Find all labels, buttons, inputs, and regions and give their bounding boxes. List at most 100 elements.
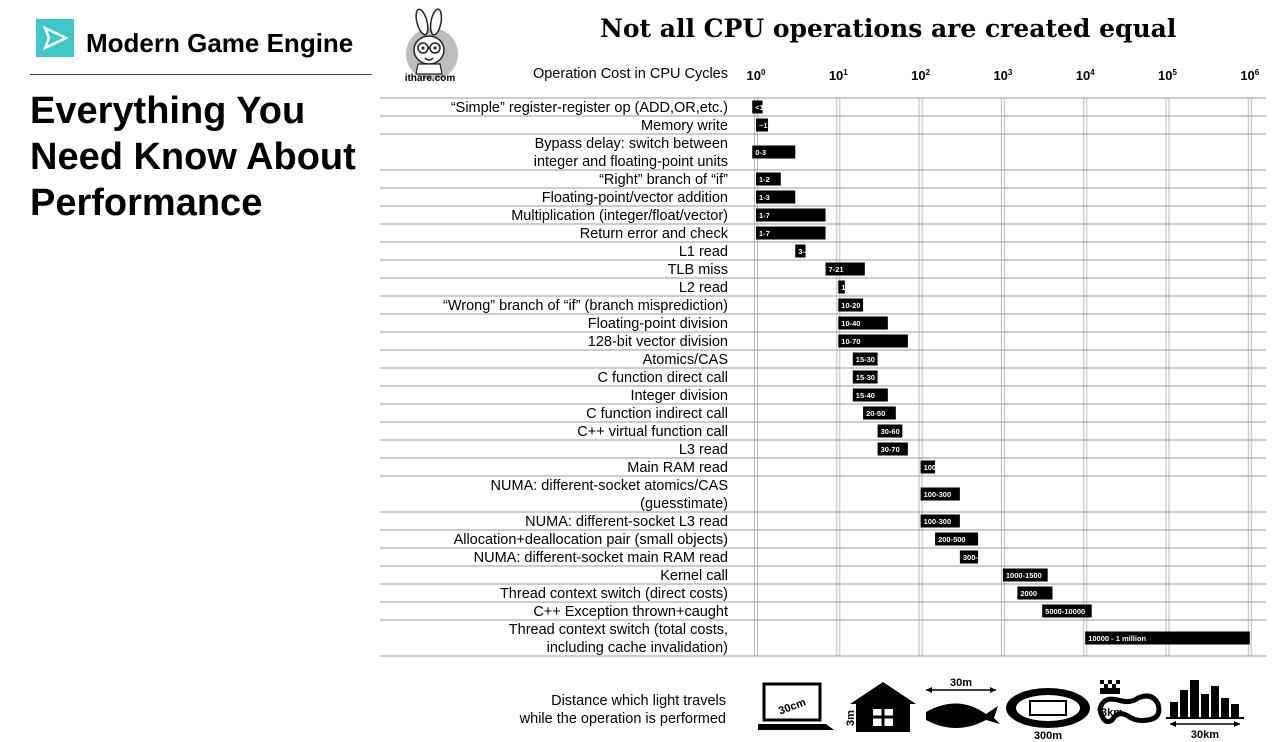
row-label: Main RAM read [627, 460, 728, 476]
city-distance-label: 30km [1191, 729, 1219, 741]
rabbit-mascot-icon [406, 8, 458, 80]
cost-bar-label: 15-30 [856, 355, 875, 364]
page-title-line: Everything You [30, 90, 306, 132]
cost-bar-label: 0-3 [755, 148, 766, 157]
chart-row: “Wrong” branch of “if” (branch mispredic… [443, 298, 864, 314]
page-title-line: Need Know About [30, 136, 356, 178]
cost-bar [1017, 586, 1053, 600]
row-label: integer and floating-point units [534, 154, 728, 170]
row-label: L2 read [679, 280, 728, 296]
cost-bar [756, 226, 826, 240]
row-label: Return error and check [580, 226, 729, 242]
chart-row: TLB miss 7-21 [668, 262, 865, 278]
chart-row: Allocation+deallocation pair (small obje… [454, 532, 979, 548]
laptop-icon: 30cm [758, 682, 834, 730]
brand-logo-icon [36, 19, 74, 57]
row-label: (guesstimate) [640, 496, 728, 512]
chart-row: C++ virtual function call 30-60 [577, 424, 903, 440]
row-label: L1 read [679, 244, 728, 260]
row-label: NUMA: different-socket main RAM read [474, 550, 728, 566]
cost-bar [756, 118, 769, 132]
row-label: L3 read [679, 442, 728, 458]
race-track-distance-label: 3km [1101, 707, 1123, 719]
chart-row: Multiplication (integer/float/vector) 1-7 [511, 208, 826, 224]
cost-bar [1002, 568, 1048, 582]
chart-row: L2 read 10-12 [679, 280, 861, 296]
cost-bar-label: 10000 - 1 million [1088, 634, 1146, 643]
row-label: Integer division [630, 388, 728, 404]
row-label: NUMA: different-socket L3 read [525, 514, 728, 530]
label-column-header: Operation [532, 66, 597, 82]
house-distance-label: 3m [845, 710, 857, 726]
cost-bar [852, 352, 878, 366]
cost-bar-label: 7-21 [829, 265, 844, 274]
light-distance-label-line: while the operation is performed [519, 711, 726, 727]
row-label: Allocation+deallocation pair (small obje… [454, 532, 728, 548]
chart-row: Floating-point division 10-40 [588, 316, 888, 332]
cost-bar-label: 30-70 [881, 445, 900, 454]
cost-bar-label: 10-40 [841, 319, 860, 328]
cost-bar [877, 424, 903, 438]
row-label: C function direct call [597, 370, 728, 386]
laptop-distance-label: 30cm [777, 696, 808, 717]
city-skyline-icon: 30km [1166, 680, 1244, 741]
cost-bar-label: 10-70 [841, 337, 860, 346]
chart-row: Main RAM read 100-150 [627, 460, 951, 476]
chart-row: Kernel call 1000-1500 [660, 568, 1048, 584]
cost-bar-label: 100-300 [924, 490, 952, 499]
axis-tick-label: 106 [1240, 68, 1259, 83]
chart-row: L3 read 30-70 [679, 442, 908, 458]
cost-bar [838, 316, 888, 330]
cost-bar-label: 100-150 [924, 463, 952, 472]
light-distance-label: Distance which light travels while the o… [440, 692, 726, 728]
row-label: Floating-point/vector addition [542, 190, 728, 206]
page-title: Everything You Need Know About Performan… [30, 88, 375, 226]
cost-bar [1042, 604, 1092, 618]
chart-row: Atomics/CAS 15-30 [643, 352, 878, 368]
chart-row: “Right” branch of “if” 1-2 [599, 172, 781, 188]
cost-bar-label: ~1 [759, 121, 768, 130]
chart-row: NUMA: different-socket L3 read 100-300 [525, 514, 960, 530]
chart-row: Thread context switch (total costs, inclu… [509, 622, 1250, 656]
chart-row: NUMA: different-socket atomics/CAS (guess… [491, 478, 960, 512]
axis-tick-label: 104 [1076, 68, 1095, 83]
row-label: “Right” branch of “if” [599, 172, 728, 188]
cost-bar-label: 1-7 [759, 229, 770, 238]
cost-bar [920, 514, 960, 528]
whale-icon: 30m [926, 677, 1000, 728]
whale-distance-label: 30m [950, 677, 972, 689]
cost-bar [863, 406, 896, 420]
row-label: “Simple” register-register op (ADD,OR,et… [451, 100, 728, 116]
row-label: Bypass delay: switch between [535, 136, 728, 152]
cost-bar-label: 30-60 [881, 427, 900, 436]
cost-bar [838, 334, 908, 348]
chart-row: Integer division 15-40 [630, 388, 888, 404]
cost-bar-label: 10-20 [841, 301, 860, 310]
cost-bar-label: 3-4 [798, 247, 810, 256]
column-headers: Operation Cost in CPU Cycles [480, 66, 728, 82]
light-distance-label-line: Distance which light travels [551, 693, 726, 709]
house-icon: 3m [845, 682, 916, 732]
row-label: including cache invalidation) [547, 640, 728, 656]
axis-tick-label: 105 [1158, 68, 1177, 83]
chart-row: C function direct call 15-30 [597, 370, 878, 386]
row-label: Kernel call [660, 568, 728, 584]
chart-row: L1 read 3-4 [679, 244, 810, 260]
cost-bar-label: 5000-10000 [1045, 607, 1085, 616]
cost-bar [1085, 631, 1250, 645]
site-attribution: ithare.com [404, 73, 456, 84]
cost-bar [959, 550, 979, 564]
cost-bar-label: 1-3 [759, 193, 770, 202]
row-label: Memory write [641, 118, 728, 134]
distance-icons: 30cm 3m 30m 300m 3km 30km [758, 677, 1244, 742]
row-label: Floating-point division [588, 316, 728, 332]
cost-bar-label: 1000-1500 [1006, 571, 1042, 580]
cost-bar-label: 20-50 [866, 409, 885, 418]
chart-row: Floating-point/vector addition 1-3 [542, 190, 796, 206]
cost-bar [852, 388, 888, 402]
stadium-icon: 300m [1006, 688, 1090, 742]
row-label: C++ Exception thrown+caught [533, 604, 728, 620]
value-column-header: Cost in CPU Cycles [600, 66, 728, 82]
cost-bar-label: 2000 [1020, 589, 1037, 598]
